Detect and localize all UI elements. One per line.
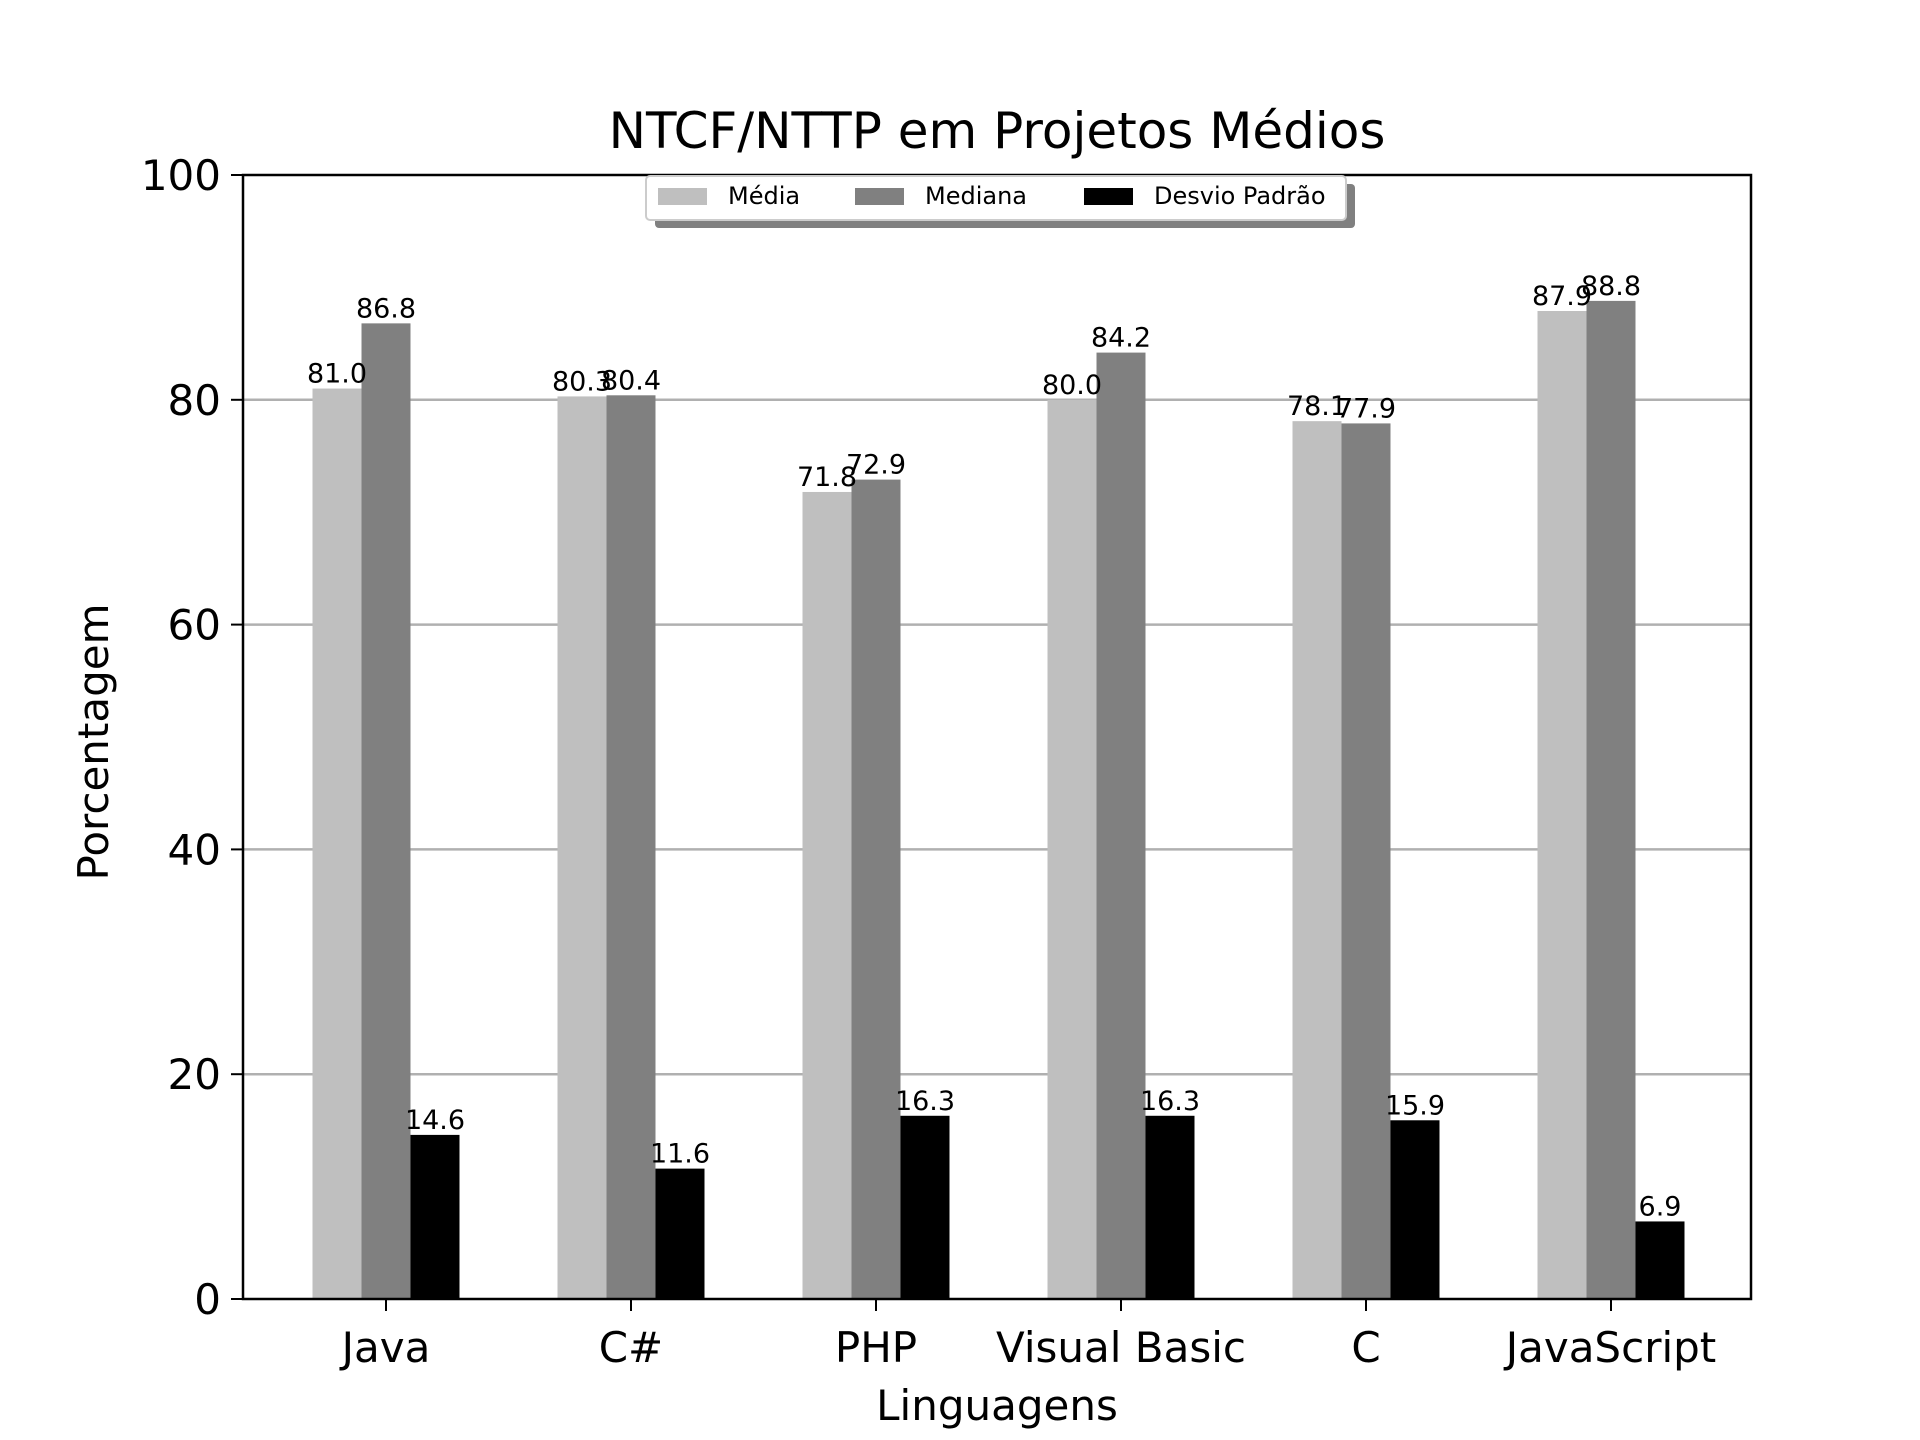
y-axis-label: Porcentagem xyxy=(69,603,118,880)
legend-label-mediana: Mediana xyxy=(925,182,1027,210)
bar-value-label: 84.2 xyxy=(1091,323,1151,354)
x-tick-label: PHP xyxy=(835,1323,917,1372)
legend-swatch-mediana xyxy=(855,188,904,205)
y-tick-label: 40 xyxy=(168,825,221,874)
bar-value-label: 16.3 xyxy=(895,1086,955,1117)
bar-value-label: 6.9 xyxy=(1639,1191,1682,1222)
bar xyxy=(606,395,656,1300)
bar-value-label: 80.3 xyxy=(552,366,612,397)
bar-value-label: 14.6 xyxy=(405,1105,465,1136)
x-tick-label: Java xyxy=(339,1323,431,1372)
bar xyxy=(1390,1120,1440,1299)
bar xyxy=(1145,1115,1195,1299)
x-axis: Java C# PHP Visual Basic C JavaScript xyxy=(339,1299,1717,1372)
bar xyxy=(1292,421,1342,1299)
x-tick-label: JavaScript xyxy=(1503,1323,1717,1372)
bar xyxy=(1341,423,1391,1299)
y-tick-label: 0 xyxy=(194,1275,221,1324)
bar-value-label: 71.8 xyxy=(797,462,857,493)
bar xyxy=(900,1115,950,1299)
legend-swatch-media xyxy=(658,188,707,205)
x-tick-label: C xyxy=(1351,1323,1380,1372)
chart-title: NTCF/NTTP em Projetos Médios xyxy=(609,102,1386,160)
bar-value-label: 78.1 xyxy=(1287,391,1347,422)
y-axis: 0 20 40 60 80 100 xyxy=(141,151,243,1324)
bar xyxy=(361,323,411,1299)
bar xyxy=(655,1168,705,1299)
x-tick-label: C# xyxy=(599,1323,664,1372)
bar xyxy=(557,396,607,1300)
bar xyxy=(312,388,362,1299)
bar-value-label: 81.0 xyxy=(307,359,367,390)
bar xyxy=(1635,1221,1685,1299)
bar-value-label: 86.8 xyxy=(356,293,416,324)
x-tick-label: Visual Basic xyxy=(996,1323,1246,1372)
bar xyxy=(1096,352,1146,1299)
bar-value-label: 72.9 xyxy=(846,450,906,481)
bar-value-label: 11.6 xyxy=(650,1139,710,1170)
legend-label-desvio-padrao: Desvio Padrão xyxy=(1154,182,1326,210)
x-axis-label: Linguagens xyxy=(876,1381,1118,1430)
gridlines xyxy=(243,398,1751,1076)
legend-box xyxy=(645,175,1347,221)
y-tick-label: 60 xyxy=(168,601,221,650)
bar-value-label: 87.9 xyxy=(1532,281,1592,312)
legend: Média Mediana Desvio Padrão xyxy=(645,175,1355,228)
bar-value-label: 80.4 xyxy=(601,365,661,396)
bar-value-label: 15.9 xyxy=(1385,1090,1445,1121)
legend-label-media: Média xyxy=(728,182,800,210)
bar xyxy=(851,479,901,1299)
bar-value-labels: 81.0 86.8 14.6 80.380.4 11.6 71.872.9 16.3 80.0… xyxy=(307,271,1682,1223)
bar-value-label: 77.9 xyxy=(1336,393,1396,424)
y-tick-label: 80 xyxy=(168,376,221,425)
bar xyxy=(802,491,852,1299)
bar xyxy=(410,1134,460,1299)
bar xyxy=(1586,300,1636,1299)
bar-value-label: 88.8 xyxy=(1581,271,1641,302)
bar xyxy=(1537,311,1587,1299)
bar-value-label: 16.3 xyxy=(1140,1086,1200,1117)
y-tick-label: 100 xyxy=(141,151,221,200)
bars xyxy=(312,300,1685,1300)
legend-swatch-desvio-padrao xyxy=(1084,188,1133,205)
y-tick-label: 20 xyxy=(168,1050,221,1099)
bar xyxy=(1047,399,1097,1299)
bar-value-label: 80.0 xyxy=(1042,370,1102,401)
